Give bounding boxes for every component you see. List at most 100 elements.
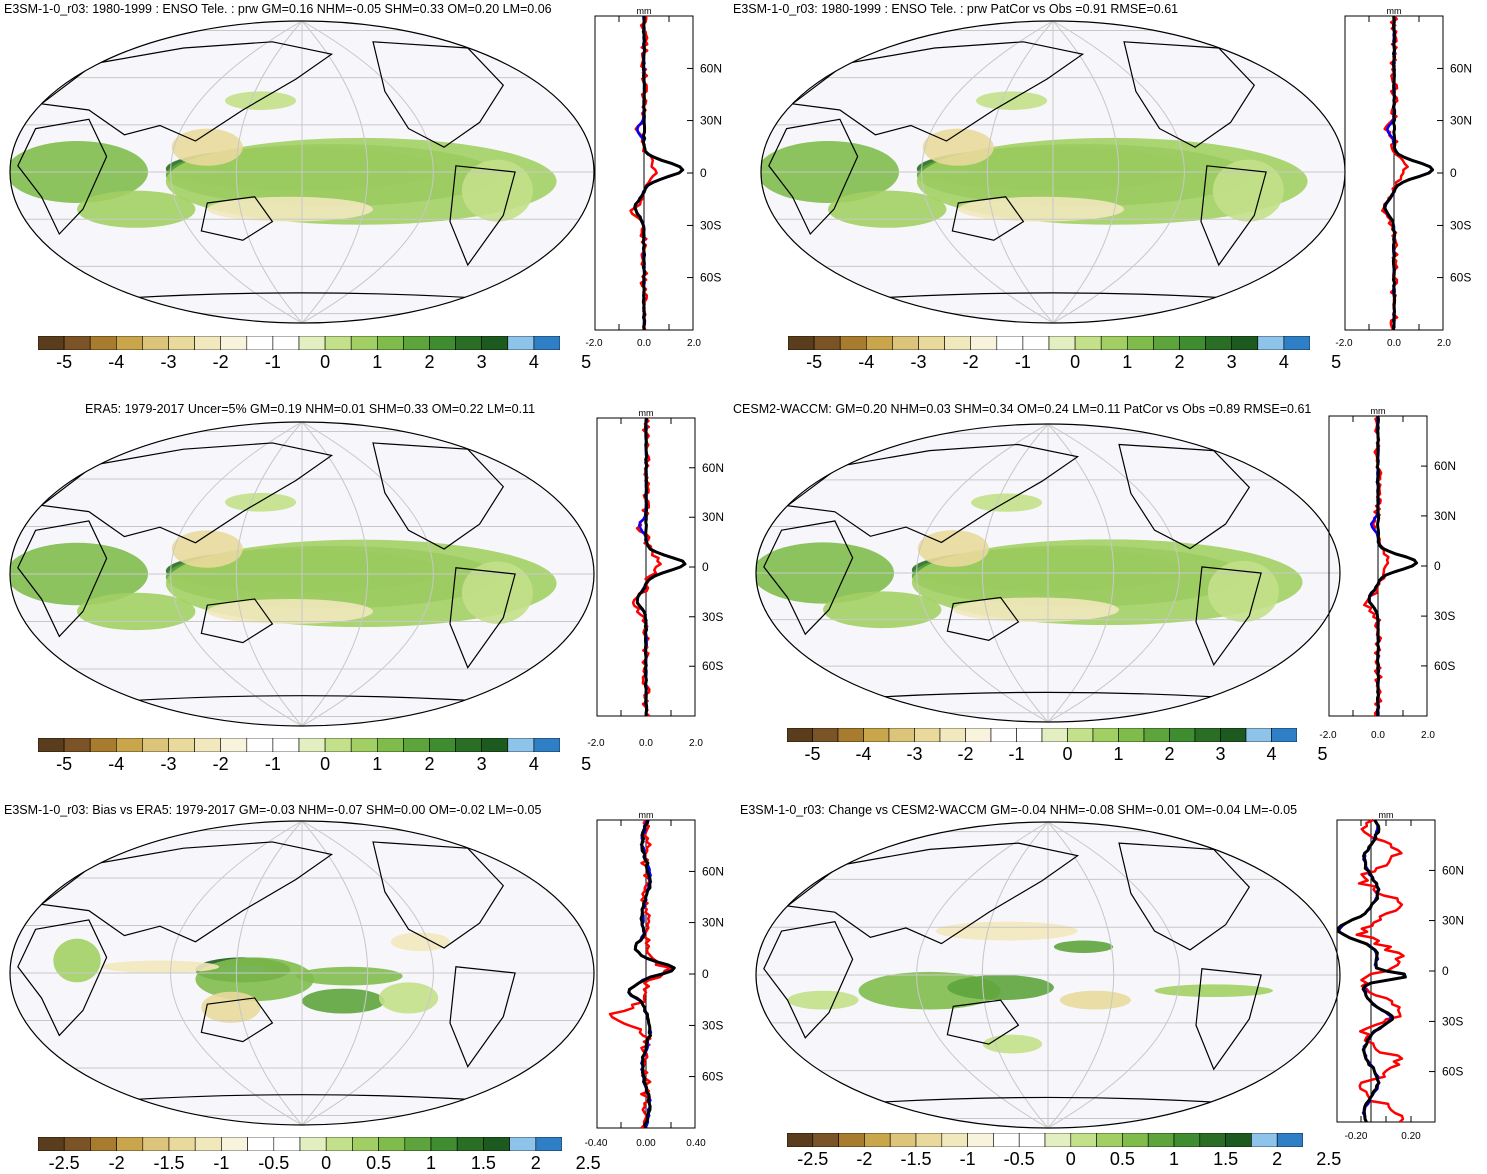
anomaly-contour (1212, 159, 1284, 222)
colorbar-swatch (63, 738, 91, 752)
colorbar-swatch (535, 1137, 562, 1151)
colorbar-swatch (299, 1137, 327, 1151)
colorbar-swatch (533, 336, 560, 350)
colorbar-label: 5 (581, 754, 592, 774)
colorbar-label: -1 (264, 352, 281, 372)
colorbar-label: -3 (910, 352, 927, 372)
colorbar-label: 3 (1226, 352, 1237, 372)
anomaly-contour (982, 1034, 1043, 1054)
colorbar-label: 4 (528, 352, 539, 372)
colorbar-label: 1 (1168, 1149, 1180, 1169)
profile-unit-label: mm (639, 810, 654, 820)
zonal-mean-profile: mm 60N 30N 0 30S 60S (594, 6, 722, 331)
profile-lat-label: 30N (1434, 509, 1456, 523)
colorbar-swatch (298, 738, 326, 752)
colorbar-label: 5 (581, 352, 592, 372)
colorbar-swatch (996, 336, 1024, 350)
zonal-mean-profile: mm 60N 30N 0 30S 60S (1344, 6, 1472, 331)
colorbar-swatch (1147, 1133, 1175, 1147)
colorbar-swatch (1092, 728, 1119, 742)
colorbar-swatch (429, 738, 456, 752)
anomaly-contour (195, 957, 314, 1002)
profile-x-tick-label: -0.40 (584, 1138, 608, 1149)
colorbar-label: 5 (1331, 352, 1342, 372)
colorbar-label: -5 (806, 352, 823, 372)
anomaly-contour (207, 598, 374, 624)
colorbar-swatch (142, 738, 169, 752)
colorbar-swatch (838, 1133, 865, 1147)
profile-lat-label: 0 (1450, 166, 1457, 180)
profile-unit-label: mm (1387, 6, 1402, 16)
colorbar-swatch (1199, 1133, 1226, 1147)
colorbar-swatch (325, 1137, 353, 1151)
colorbar-swatch (813, 336, 841, 350)
colorbar (787, 1133, 1303, 1147)
colorbar-label: -2 (957, 744, 974, 764)
profile-line-zonal_mean (1336, 819, 1407, 1123)
colorbar-swatch (1179, 336, 1206, 350)
profile-x-tick-label: 2.0 (687, 338, 701, 349)
colorbar-label: 2 (1272, 1149, 1283, 1169)
colorbar-swatch (839, 336, 867, 350)
colorbar-swatch (378, 1137, 406, 1151)
profile-x-tick-label: -2.0 (585, 338, 603, 349)
anomaly-contour (207, 196, 374, 222)
colorbar-swatch (939, 728, 966, 742)
colorbar-swatch (350, 738, 378, 752)
colorbar-label: 4 (1278, 352, 1289, 372)
colorbar-swatch (837, 728, 864, 742)
profile-lat-label: 60N (702, 461, 724, 475)
colorbar-swatch (481, 336, 509, 350)
profile-line-obs (1363, 415, 1390, 717)
colorbar-swatch (1016, 728, 1043, 742)
colorbar-swatch (63, 1137, 91, 1151)
colorbar-swatch (507, 738, 535, 752)
colorbar-swatch (1271, 728, 1297, 742)
colorbar (38, 738, 560, 752)
colorbar-swatch (967, 1133, 994, 1147)
anomaly-contour (302, 988, 385, 1014)
colorbar-label: -5 (804, 744, 821, 764)
profile-lat-label: 0 (1442, 964, 1449, 978)
colorbar-swatch (246, 738, 274, 752)
profile-x-tick-label: 0.0 (1387, 338, 1401, 349)
anomaly-contour (958, 196, 1125, 222)
anomaly-contour (1207, 560, 1279, 622)
colorbar-swatch (1283, 336, 1310, 350)
colorbar-label: -2 (108, 1153, 125, 1173)
robinson-map (9, 20, 595, 324)
colorbar-swatch (38, 738, 65, 752)
colorbar-label: -3 (160, 352, 177, 372)
colorbar-label: -2 (962, 352, 979, 372)
map-boundary (755, 423, 1341, 723)
profile-lat-label: 30N (700, 114, 722, 128)
profile-unit-label: mm (639, 408, 654, 418)
colorbar-swatch (1018, 1133, 1046, 1147)
colorbar-label: 4 (528, 754, 539, 774)
colorbar (788, 336, 1310, 350)
profile-lat-label: 60N (702, 864, 724, 878)
colorbar-swatch (1096, 1133, 1123, 1147)
colorbar-swatch (324, 738, 352, 752)
colorbar-label: 2 (530, 1153, 541, 1173)
anomaly-contour (1059, 990, 1131, 1010)
colorbar-swatch (1220, 728, 1247, 742)
colorbar-label: 2 (424, 352, 435, 372)
anomaly-contour (823, 591, 942, 629)
colorbar-swatch (1074, 336, 1102, 350)
colorbar-swatch (116, 738, 143, 752)
colorbar-label: 1 (1122, 352, 1133, 372)
profile-line-model (1337, 819, 1407, 1123)
anomaly-contour (917, 530, 989, 567)
profile-unit-label: mm (637, 6, 652, 16)
colorbar-swatch (1070, 1133, 1097, 1147)
map-boundary (9, 820, 595, 1126)
colorbar-swatch (116, 336, 143, 350)
colorbar-swatch (1257, 336, 1285, 350)
colorbar-label: -1.5 (153, 1153, 185, 1173)
profile-lat-label: 30S (1434, 609, 1455, 623)
profile-unit-label: mm (1371, 406, 1386, 416)
anomaly-contour (225, 91, 297, 110)
colorbar-label: -4 (108, 352, 125, 372)
colorbar-swatch (509, 1137, 537, 1151)
